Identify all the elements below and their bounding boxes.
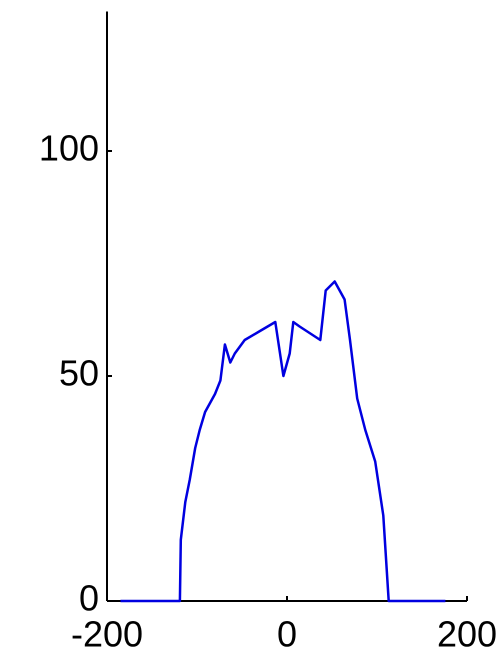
y-tick-label: 0 <box>79 578 99 619</box>
x-tick-label: 0 <box>277 614 297 655</box>
y-tick-label: 50 <box>59 353 99 394</box>
data-line <box>120 280 446 603</box>
y-tick-label: 100 <box>39 128 99 169</box>
x-tick-label: 200 <box>437 614 497 655</box>
x-tick-label: -200 <box>71 614 143 655</box>
